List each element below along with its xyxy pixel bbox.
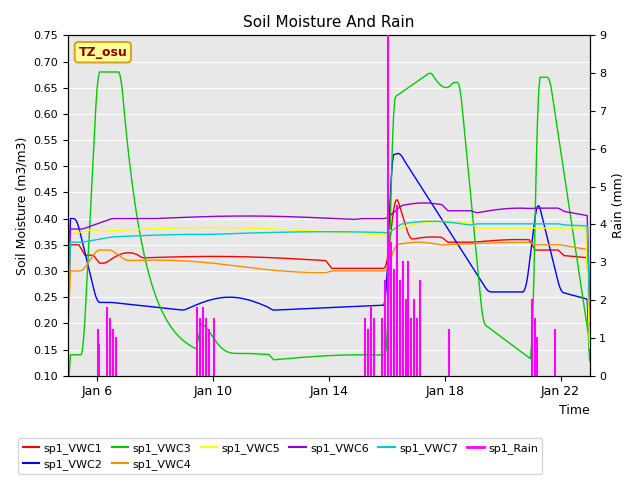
Legend: sp1_VWC1, sp1_VWC2, sp1_VWC3, sp1_VWC4, sp1_VWC5, sp1_VWC6, sp1_VWC7, sp1_Rain: sp1_VWC1, sp1_VWC2, sp1_VWC3, sp1_VWC4, … (19, 438, 543, 474)
Y-axis label: Soil Moisture (m3/m3): Soil Moisture (m3/m3) (15, 136, 28, 275)
Title: Soil Moisture And Rain: Soil Moisture And Rain (243, 15, 415, 30)
X-axis label: Time: Time (559, 404, 589, 417)
Text: TZ_osu: TZ_osu (79, 46, 127, 59)
Y-axis label: Rain (mm): Rain (mm) (612, 173, 625, 239)
